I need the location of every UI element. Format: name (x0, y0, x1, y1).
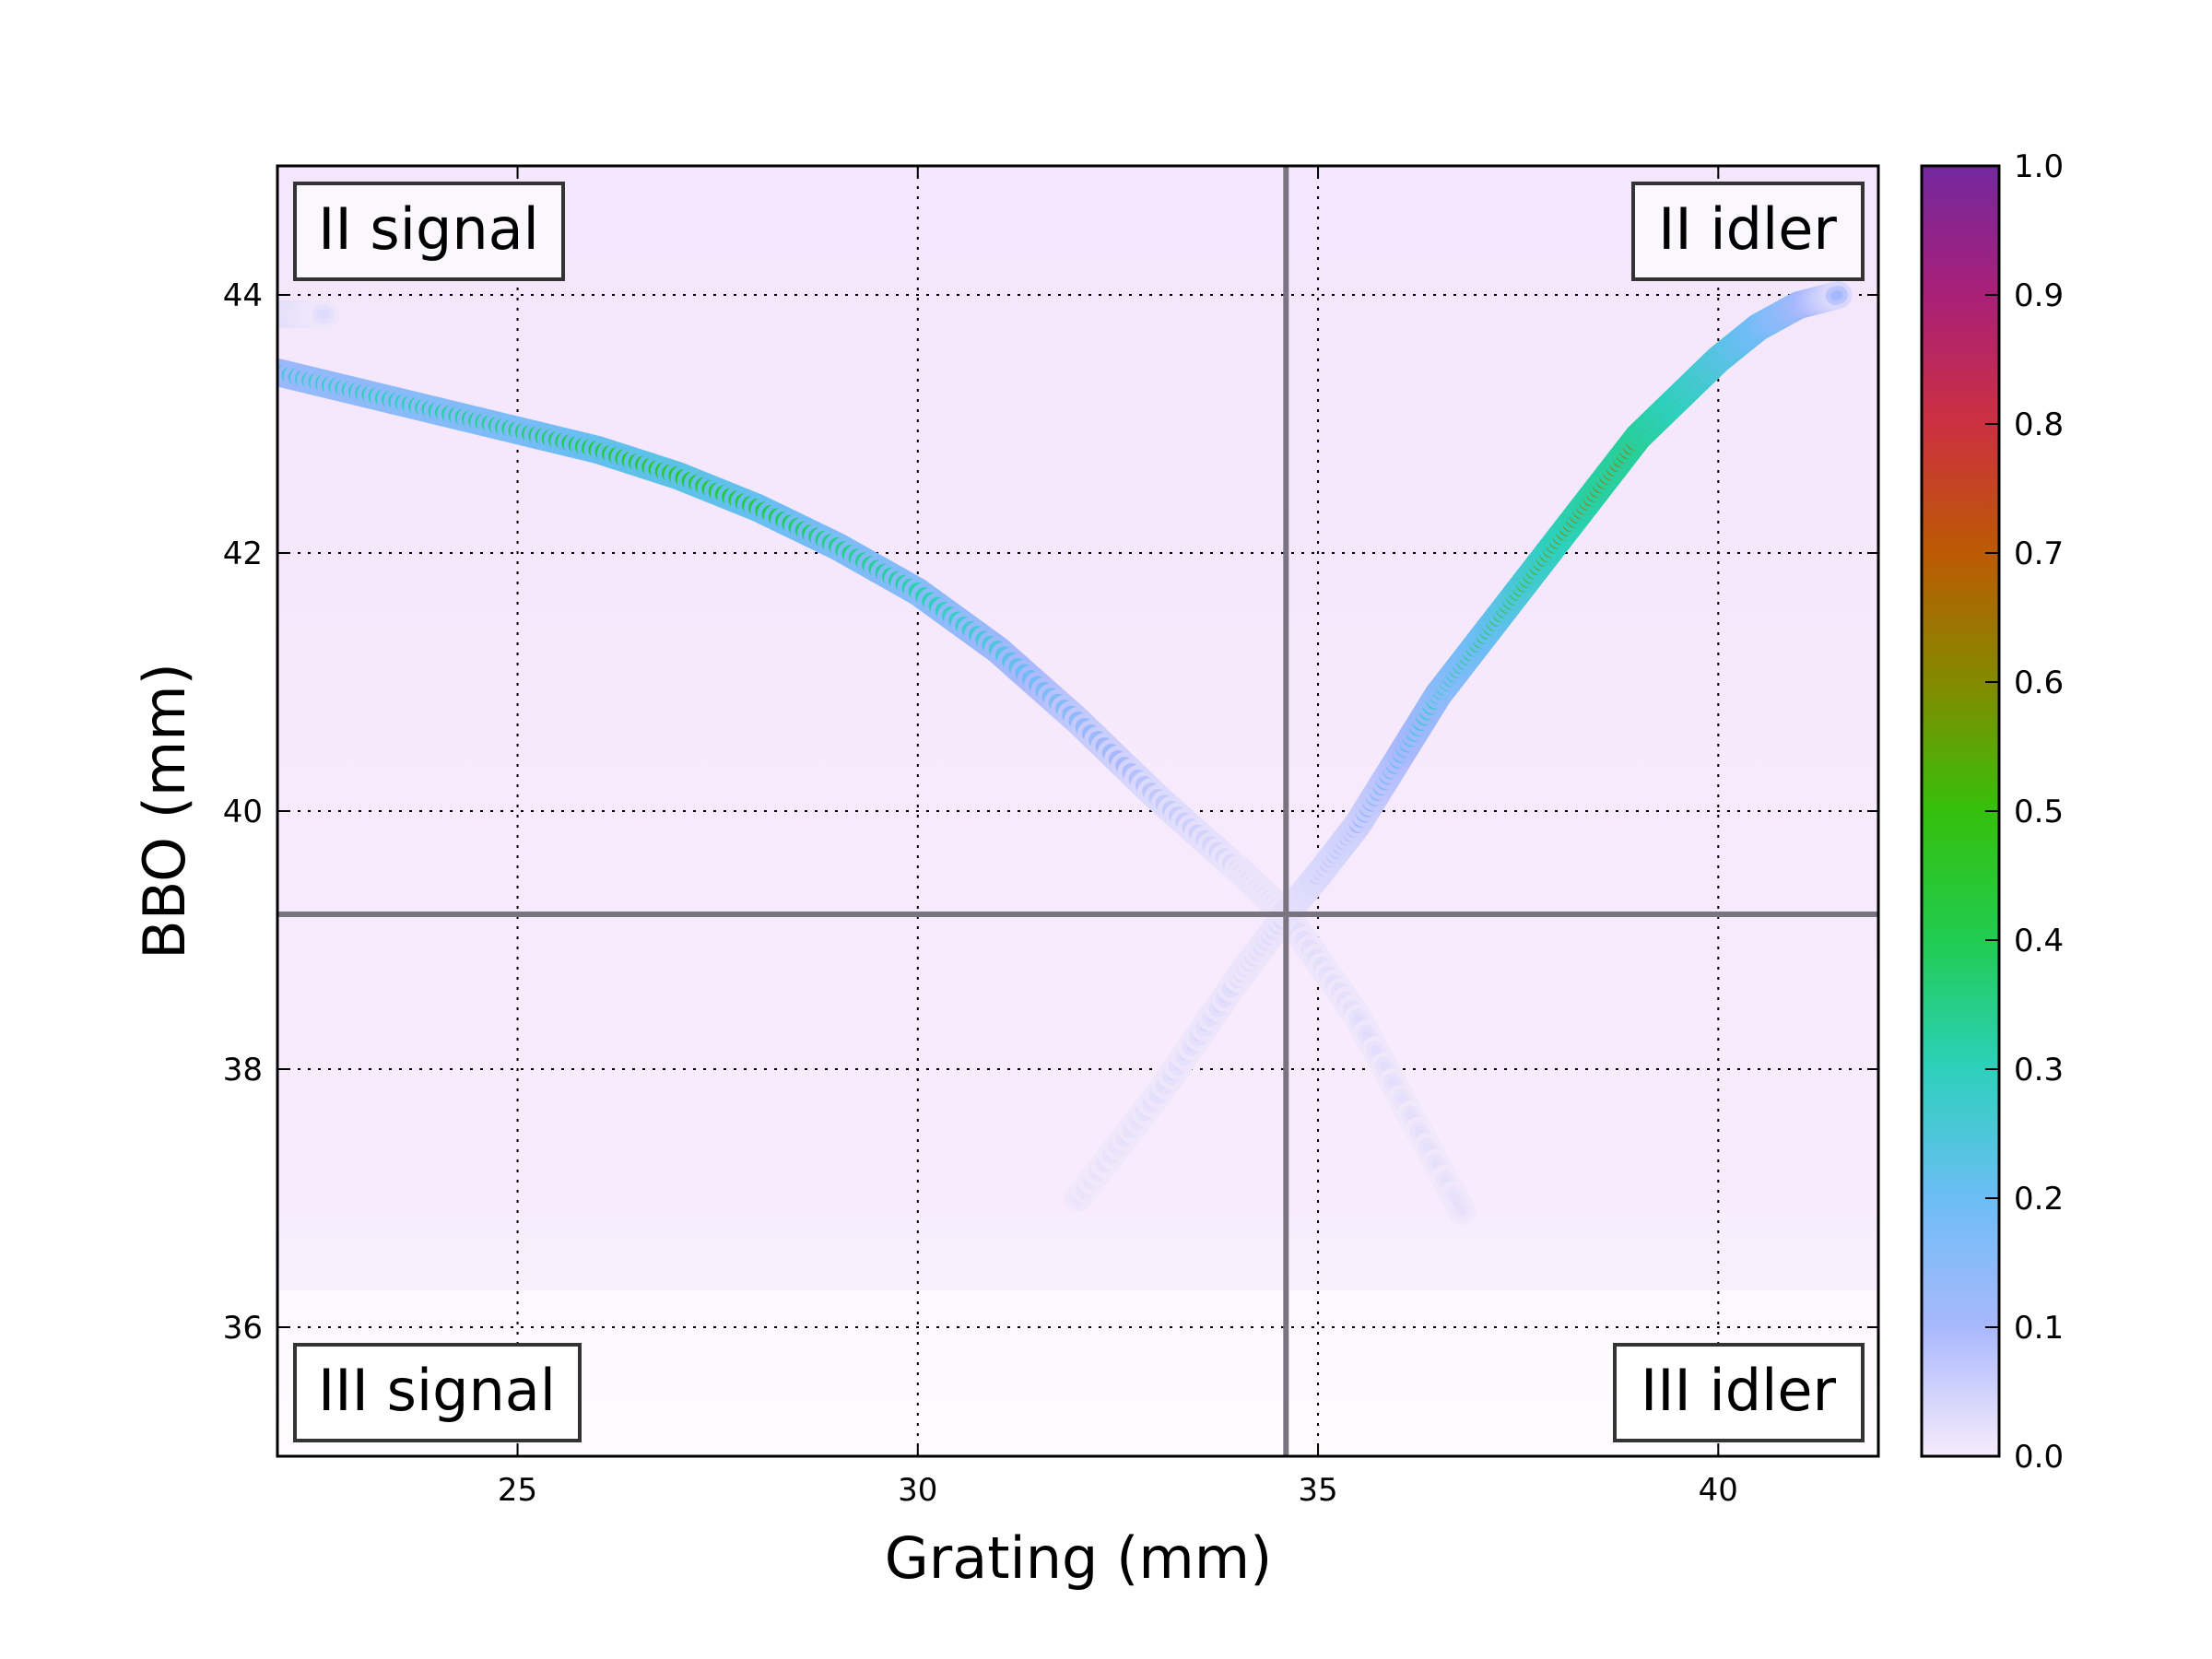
grid (277, 166, 1878, 1456)
axis-ticks: 25 30 35 40 36 38 40 42 44 (223, 166, 1878, 1509)
colorbar-tick-label: 0.6 (2014, 665, 2064, 701)
curve-core-segment (1830, 290, 1843, 300)
plot-background (277, 166, 1878, 1456)
colorbar-tick-label: 0.4 (2014, 923, 2064, 959)
annotation-ii-signal: II signal (293, 182, 565, 281)
annotation-iii-signal: III signal (293, 1343, 582, 1442)
crosshair (277, 166, 1878, 1456)
y-tick-label: 44 (223, 277, 263, 314)
colorbar-tick-label: 0.5 (2014, 794, 2064, 830)
colorbar-tick-label: 1.0 (2014, 148, 2064, 185)
colorbar: 0.0 0.1 0.2 0.3 0.4 0.5 0.6 0.7 0.8 0.9 1.0 (1920, 148, 2064, 1476)
y-tick-label: 36 (223, 1310, 263, 1347)
y-axis-label: BBO (mm) (131, 663, 198, 959)
x-tick-label: 40 (1699, 1472, 1738, 1509)
x-tick-label: 30 (898, 1472, 937, 1509)
colorbar-tick-label: 0.2 (2014, 1181, 2064, 1218)
curve-core-segment (1448, 1190, 1467, 1216)
intensity-curves (277, 281, 1853, 1225)
annotation-text: II signal (318, 195, 539, 263)
y-tick-label: 40 (223, 794, 263, 830)
annotation-text: III idler (1641, 1357, 1837, 1424)
colorbar-tick-label: 0.0 (2014, 1439, 2064, 1476)
annotation-text: II idler (1658, 195, 1837, 263)
annotation-text: III signal (318, 1357, 556, 1424)
colorbar-tick-label: 0.8 (2014, 406, 2064, 443)
annotation-ii-idler: II idler (1631, 182, 1865, 281)
colorbar-tick-label: 0.7 (2014, 535, 2064, 572)
y-tick-label: 38 (223, 1052, 263, 1088)
colorbar-tick-label: 0.3 (2014, 1052, 2064, 1088)
x-axis-label: Grating (mm) (885, 1524, 1273, 1592)
colorbar-tick-label: 0.9 (2014, 277, 2064, 314)
colorbar-ticks: 0.0 0.1 0.2 0.3 0.4 0.5 0.6 0.7 0.8 0.9 1.0 (1985, 148, 2064, 1476)
colorbar-tick-label: 0.1 (2014, 1310, 2064, 1347)
x-tick-label: 35 (1298, 1472, 1337, 1509)
x-tick-label: 25 (498, 1472, 537, 1509)
y-tick-label: 42 (223, 535, 263, 572)
annotation-iii-idler: III idler (1613, 1343, 1865, 1442)
